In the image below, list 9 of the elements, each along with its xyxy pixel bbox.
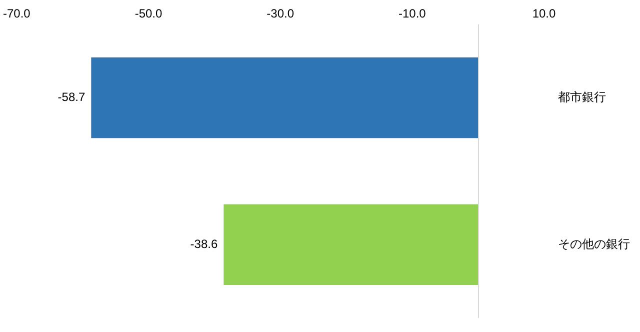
x-tick-label: 10.0 [532,6,556,21]
data-label: -58.7 [58,90,86,104]
x-tick-label: -70.0 [2,6,31,21]
y-tick-label: その他の銀行 [558,236,630,251]
x-tick-label: -50.0 [134,6,163,21]
data-label: -38.6 [190,236,218,251]
x-tick-label: -30.0 [266,6,294,21]
x-tick-label: -10.0 [398,6,426,21]
y-tick-label: 都市銀行 [558,90,606,104]
